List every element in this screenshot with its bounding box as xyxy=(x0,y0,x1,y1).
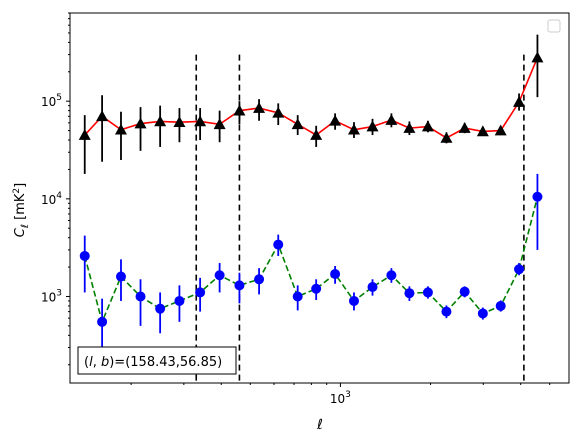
data-point xyxy=(134,117,147,129)
x-axis-label: ℓ xyxy=(316,417,323,433)
data-point xyxy=(97,316,108,327)
x-tick-label: 103 xyxy=(330,390,351,406)
data-point xyxy=(440,131,453,143)
series-triangle xyxy=(78,34,544,174)
data-point xyxy=(422,287,433,298)
y-tick-label: 105 xyxy=(41,93,62,109)
data-point xyxy=(421,120,434,132)
data-point xyxy=(459,286,470,297)
data-point xyxy=(476,125,489,137)
data-point xyxy=(366,120,379,132)
data-point xyxy=(403,122,416,133)
data-point xyxy=(253,102,266,113)
data-point xyxy=(79,250,90,261)
data-point xyxy=(195,287,206,298)
data-point xyxy=(254,274,265,285)
data-point xyxy=(173,116,186,127)
data-point xyxy=(214,270,225,281)
data-point xyxy=(96,110,109,122)
data-point xyxy=(234,280,245,291)
data-point xyxy=(513,96,526,107)
data-point xyxy=(347,123,360,135)
data-point xyxy=(329,114,342,126)
data-point xyxy=(532,191,543,202)
data-point xyxy=(348,295,359,306)
data-point xyxy=(213,118,226,130)
plot-area xyxy=(70,13,569,383)
annotation-frame xyxy=(77,346,237,375)
data-point xyxy=(273,239,284,250)
y-tick-label: 103 xyxy=(41,288,62,304)
data-point xyxy=(458,122,471,133)
data-point xyxy=(155,303,166,314)
data-point xyxy=(367,282,378,293)
data-point xyxy=(495,300,506,311)
data-point xyxy=(114,123,127,135)
data-point xyxy=(514,264,525,275)
data-point xyxy=(115,271,126,282)
data-point xyxy=(154,115,167,127)
data-point xyxy=(233,104,246,116)
data-point xyxy=(272,106,285,118)
y-axis-label-group: Cℓ [mK2] xyxy=(12,183,31,237)
plot-frame xyxy=(69,12,570,384)
data-point xyxy=(531,51,544,63)
data-point xyxy=(441,306,452,317)
data-point xyxy=(477,308,488,319)
data-point xyxy=(135,291,146,302)
data-point xyxy=(174,295,185,306)
data-point xyxy=(494,124,507,136)
data-point xyxy=(194,115,207,127)
legend-box xyxy=(547,19,561,33)
y-axis-label: Cℓ [mK2] xyxy=(12,183,31,237)
data-point xyxy=(291,118,304,130)
data-point xyxy=(386,270,397,281)
data-point xyxy=(292,291,303,302)
data-point xyxy=(330,268,341,279)
data-point xyxy=(385,114,398,125)
data-point xyxy=(310,129,323,140)
annotation-text: (l, b)=(158.43,56.85) xyxy=(84,355,222,370)
data-point xyxy=(311,283,322,294)
data-point xyxy=(404,288,415,299)
data-point xyxy=(78,129,91,140)
series-layer xyxy=(78,34,544,351)
y-tick-label: 104 xyxy=(41,191,62,207)
series-circle xyxy=(79,173,543,351)
annotation-box: (l, b)=(158.43,56.85) xyxy=(77,346,237,375)
